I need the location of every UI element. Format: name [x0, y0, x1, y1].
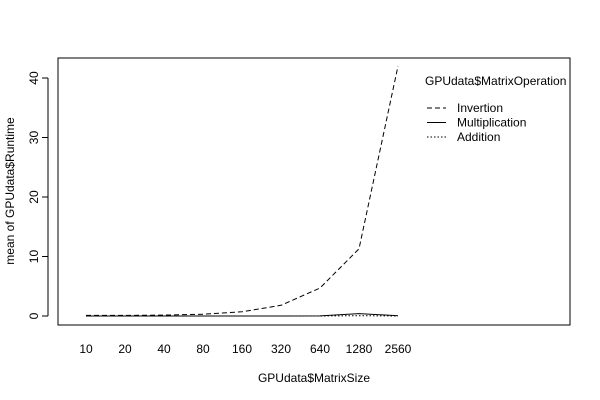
legend-entry-label: Addition	[457, 130, 500, 144]
x-tick-label: 10	[79, 342, 93, 356]
x-tick-label: 160	[232, 342, 252, 356]
x-tick-label: 320	[271, 342, 291, 356]
y-tick-label: 30	[27, 131, 41, 145]
legend-entry-label: Invertion	[457, 101, 503, 115]
plot-box	[57, 57, 571, 326]
legend-title: GPUdata$MatrixOperation	[425, 74, 566, 88]
x-tick-label: 1280	[346, 342, 373, 356]
y-tick-label: 0	[27, 312, 41, 319]
x-tick-label: 2560	[385, 342, 412, 356]
y-tick-label: 10	[27, 250, 41, 264]
x-axis-label: GPUdata$MatrixSize	[258, 371, 370, 385]
series-line-multiplication	[86, 313, 399, 317]
y-tick-label: 40	[27, 71, 41, 85]
y-axis: 0 10 20 30 40	[27, 71, 49, 319]
y-tick-label: 20	[27, 190, 41, 204]
x-tick-label: 640	[310, 342, 330, 356]
legend-entry-label: Multiplication	[457, 116, 526, 130]
series-layer	[86, 65, 399, 317]
x-axis: 10 20 40 80 160 320 640 1280 2560	[79, 342, 411, 356]
x-tick-label: 80	[196, 342, 210, 356]
x-tick-label: 40	[157, 342, 171, 356]
y-axis-label: mean of GPUdata$Runtime	[3, 117, 17, 265]
legend: GPUdata$MatrixOperation InvertionMultipl…	[425, 74, 566, 144]
series-line-invertion	[86, 65, 399, 316]
x-tick-label: 20	[118, 342, 132, 356]
